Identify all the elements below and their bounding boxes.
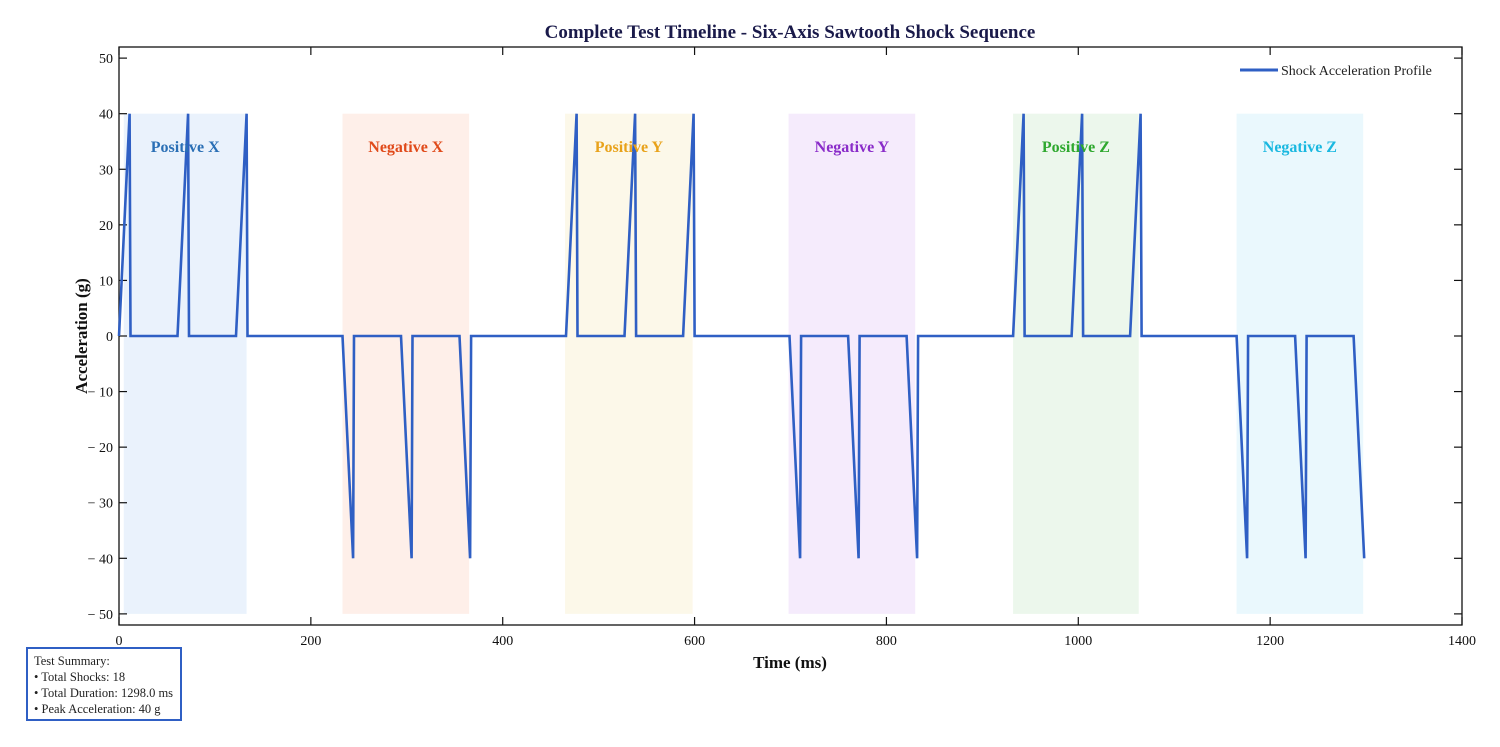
region-label: Positive Z xyxy=(1042,139,1110,156)
summary-total-duration: • Total Duration: 1298.0 ms xyxy=(34,686,174,700)
summary-heading: Test Summary: xyxy=(34,654,110,668)
region-shade-2 xyxy=(565,113,693,614)
x-tick-label: 600 xyxy=(684,634,705,649)
region-shade-5 xyxy=(1236,113,1364,614)
legend: Shock Acceleration Profile xyxy=(1240,64,1432,79)
series-layer xyxy=(117,113,1366,559)
x-tick-label: 800 xyxy=(876,634,897,649)
y-tick-label: 0 xyxy=(106,330,113,345)
region-label: Negative X xyxy=(368,139,444,156)
y-tick-label: 10 xyxy=(99,274,113,289)
summary-total-shocks: • Total Shocks: 18 xyxy=(34,670,126,684)
series-line-0 xyxy=(117,113,1366,559)
region-labels: Positive X Negative X Positive Y Negative Y… xyxy=(151,139,1337,156)
summary-peak-acceleration: • Peak Acceleration: 40 g xyxy=(34,702,161,716)
region-shade-4 xyxy=(1013,113,1139,614)
x-tick-label: 1200 xyxy=(1256,634,1284,649)
x-tick-label: 1400 xyxy=(1448,634,1476,649)
chart-title: Complete Test Timeline - Six-Axis Sawtoo… xyxy=(545,22,1036,43)
y-tick-label: 50 xyxy=(99,52,113,67)
region-label: Negative Y xyxy=(815,139,890,156)
region-shade-1 xyxy=(342,113,470,614)
legend-entry: Shock Acceleration Profile xyxy=(1281,64,1432,79)
y-tick-label: 20 xyxy=(99,219,113,234)
y-tick-label: − 50 xyxy=(88,608,113,623)
y-tick-label: − 10 xyxy=(88,386,113,401)
x-tick-label: 400 xyxy=(492,634,513,649)
x-tick-label: 1000 xyxy=(1064,634,1092,649)
y-tick-label: 40 xyxy=(99,108,113,123)
x-axis-label: Time (ms) xyxy=(753,653,827,672)
region-shade-3 xyxy=(788,113,916,614)
y-tick-label: − 20 xyxy=(88,441,113,456)
y-tick-label: − 30 xyxy=(88,497,113,512)
y-tick-label: 30 xyxy=(99,163,113,178)
x-tick-label: 200 xyxy=(300,634,321,649)
shaded-regions xyxy=(123,113,1364,614)
y-tick-label: − 40 xyxy=(88,552,113,567)
x-tick-label: 0 xyxy=(116,634,123,649)
region-label: Positive X xyxy=(151,139,220,156)
region-label: Negative Z xyxy=(1263,139,1337,156)
region-label: Positive Y xyxy=(595,139,664,156)
y-axis-label: Acceleration (g) xyxy=(72,278,91,394)
test-summary-box: Test Summary: • Total Shocks: 18 • Total… xyxy=(26,647,182,721)
